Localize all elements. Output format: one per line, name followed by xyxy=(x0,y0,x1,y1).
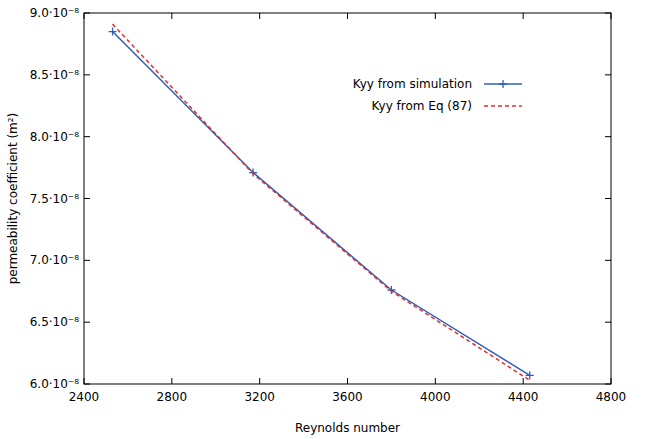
x-axis-label: Reynolds number xyxy=(295,421,400,435)
y-tick xyxy=(84,198,90,199)
y-tick xyxy=(84,260,90,261)
series-line xyxy=(113,24,530,380)
legend-label: Kyy from Eq (87) xyxy=(372,99,472,113)
marker-plus xyxy=(109,28,117,36)
y-tick xyxy=(84,384,90,385)
marker xyxy=(109,28,117,36)
y-tick-mirror xyxy=(605,322,611,323)
x-tick xyxy=(259,378,260,384)
y-tick-mirror xyxy=(605,74,611,75)
x-tick-label: 4400 xyxy=(508,390,539,404)
x-tick xyxy=(611,378,612,384)
x-tick xyxy=(523,378,524,384)
series-line xyxy=(113,32,530,376)
x-tick-mirror xyxy=(523,13,524,19)
x-tick-label: 2400 xyxy=(69,390,100,404)
y-tick-mirror xyxy=(605,136,611,137)
x-tick-mirror xyxy=(347,13,348,19)
marker-plus xyxy=(387,286,395,294)
x-tick-mirror xyxy=(611,13,612,19)
chart: 2400 2800 3200 3600 4000 4400 4800 6.0·10⁻⁸ 6.5·… xyxy=(0,0,645,439)
y-tick-label: 8.5·10⁻⁸ xyxy=(30,68,80,82)
plot-frame xyxy=(84,13,611,384)
marker-plus xyxy=(249,169,257,177)
y-tick-mirror xyxy=(605,260,611,261)
x-tick-mirror xyxy=(84,13,85,19)
legend-swatch xyxy=(484,105,522,107)
x-tick xyxy=(171,378,172,384)
x-tick-label: 2800 xyxy=(157,390,188,404)
x-tick xyxy=(84,378,85,384)
y-tick-label: 6.5·10⁻⁸ xyxy=(30,315,80,329)
x-tick-label: 4800 xyxy=(596,390,627,404)
y-tick xyxy=(84,74,90,75)
x-tick-label: 3600 xyxy=(332,390,363,404)
y-tick xyxy=(84,322,90,323)
legend: Kyy from simulation Kyy from Eq (87) xyxy=(353,77,522,113)
y-tick-label: 6.0·10⁻⁸ xyxy=(30,377,80,391)
y-tick-mirror xyxy=(605,384,611,385)
x-tick-mirror xyxy=(171,13,172,19)
marker xyxy=(387,286,395,294)
y-tick-label: 7.0·10⁻⁸ xyxy=(30,253,80,267)
y-tick xyxy=(84,136,90,137)
y-tick-label: 8.0·10⁻⁸ xyxy=(30,130,80,144)
y-axis-label: permeability coefficient (m²) xyxy=(6,113,20,285)
x-tick-label: 4000 xyxy=(420,390,451,404)
legend-label: Kyy from simulation xyxy=(353,77,472,91)
x-tick-mirror xyxy=(435,13,436,19)
x-tick-label: 3200 xyxy=(244,390,275,404)
x-tick-mirror xyxy=(259,13,260,19)
legend-marker xyxy=(499,80,507,88)
x-tick xyxy=(435,378,436,384)
y-tick-mirror xyxy=(605,198,611,199)
y-tick-label: 7.5·10⁻⁸ xyxy=(30,192,80,206)
x-tick xyxy=(347,378,348,384)
plot-data xyxy=(109,24,534,380)
y-tick-mirror xyxy=(605,13,611,14)
marker xyxy=(249,169,257,177)
y-tick-label: 9.0·10⁻⁸ xyxy=(30,6,80,20)
y-tick xyxy=(84,13,90,14)
